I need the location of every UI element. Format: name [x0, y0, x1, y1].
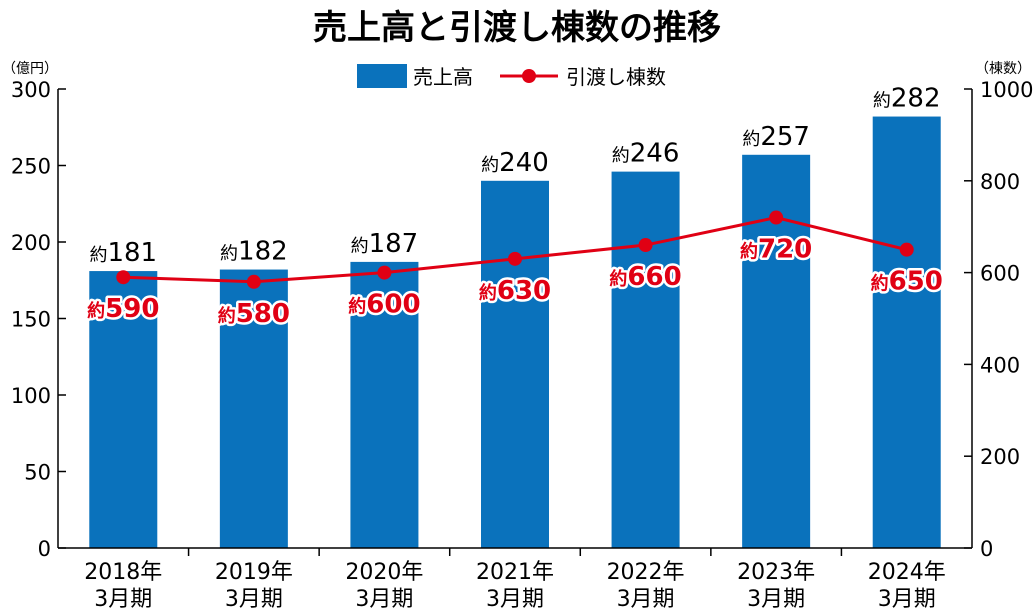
right-tick-label: 0	[980, 537, 993, 561]
bar-value-label: 約240	[481, 148, 549, 178]
bar	[872, 116, 941, 548]
line-point	[769, 210, 784, 225]
right-tick-label: 1000	[980, 78, 1033, 102]
legend-line-marker	[522, 69, 536, 83]
data-labels: 約181 約182 約187 約240 約246 約257 約282 約590 約580 約600…	[85, 84, 946, 332]
bar-value-label: 約257	[742, 122, 810, 152]
line-value-label: 約660	[609, 262, 681, 292]
x-tick-label: 2021年 3月期	[476, 560, 554, 610]
x-tick-label: 2019年 3月期	[215, 560, 293, 610]
left-tick-label: 50	[24, 461, 51, 485]
x-tick-label: 2023年 3月期	[737, 560, 815, 610]
bar-value-label: 約182	[220, 237, 288, 267]
x-tick-label: 2024年 3月期	[868, 560, 946, 610]
line-point	[377, 265, 392, 280]
right-tick-label: 400	[980, 353, 1020, 377]
bar	[89, 271, 158, 548]
legend-bar-label: 売上高	[413, 65, 473, 89]
bar-value-label: 約187	[351, 229, 419, 259]
line-series	[116, 210, 914, 289]
line-point	[508, 251, 522, 266]
legend-bar-swatch	[357, 64, 407, 88]
bar-value-label: 約282	[873, 84, 941, 114]
legend: 売上高 引渡し棟数	[357, 64, 666, 89]
right-tick-label: 200	[980, 445, 1020, 469]
bar-value-label: 約181	[89, 238, 157, 268]
right-axis-unit: （棟数）	[975, 61, 1031, 77]
left-tick-label: 150	[11, 308, 51, 332]
chart-title: 売上高と引渡し棟数の推移	[313, 8, 721, 48]
left-tick-label: 200	[11, 231, 51, 255]
line-point	[246, 274, 261, 289]
line-value-label: 約650	[871, 267, 943, 297]
line-value-label: 約580	[218, 299, 290, 329]
line-value-label: 約590	[87, 294, 159, 324]
line-value-label: 約720	[740, 235, 812, 265]
line-point	[638, 238, 653, 253]
x-tick-label: 2020年 3月期	[345, 560, 423, 610]
line-value-label: 約630	[479, 276, 551, 306]
left-axis-unit: （億円）	[2, 61, 58, 77]
bar	[350, 261, 419, 548]
right-tick-label: 600	[980, 262, 1020, 286]
left-tick-label: 0	[38, 537, 51, 561]
left-tick-label: 250	[11, 155, 51, 179]
x-tick-label: 2022年 3月期	[607, 560, 685, 610]
bar	[611, 171, 680, 548]
bar	[219, 269, 288, 548]
bars	[89, 116, 941, 549]
left-tick-label: 100	[11, 384, 51, 408]
line-value-label: 約600	[348, 290, 420, 320]
line-point	[116, 270, 131, 285]
axes: 0 50 100 150 200 250 300 0 200 400 600 800 1000 2018年…	[11, 78, 1034, 610]
line-point	[899, 242, 914, 257]
left-tick-label: 300	[11, 78, 51, 102]
legend-line-label: 引渡し棟数	[566, 65, 666, 89]
bar-value-label: 約246	[612, 139, 680, 169]
x-tick-label: 2018年 3月期	[84, 560, 162, 610]
right-tick-label: 800	[980, 170, 1020, 194]
bar	[481, 180, 549, 549]
